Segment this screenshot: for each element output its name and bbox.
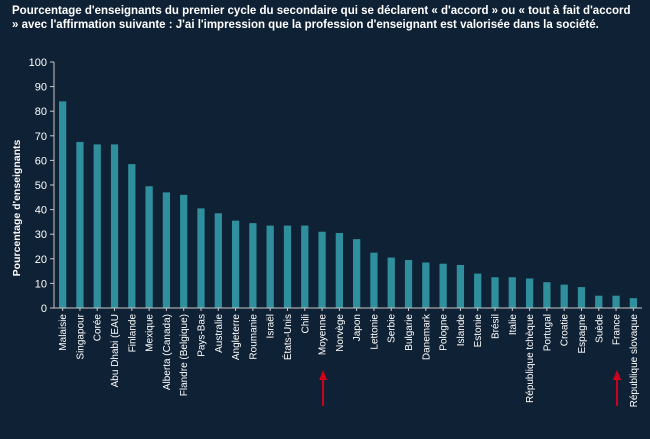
y-tick-label: 30 bbox=[35, 229, 47, 241]
highlight-markers bbox=[319, 370, 622, 406]
bar bbox=[508, 277, 516, 308]
bar bbox=[491, 277, 499, 308]
bar bbox=[231, 220, 240, 308]
x-tick-label: Espagne bbox=[577, 314, 588, 354]
x-tick-label: Malaisie bbox=[58, 314, 69, 351]
bar bbox=[162, 192, 171, 308]
bar bbox=[629, 298, 637, 308]
x-tick-label: Chili bbox=[300, 314, 311, 333]
x-tick-label: États-Unis bbox=[281, 314, 294, 360]
bar bbox=[335, 232, 343, 308]
bar bbox=[387, 257, 395, 308]
x-tick-label: Lettonie bbox=[369, 314, 380, 350]
x-tick-label: Serbie bbox=[387, 314, 398, 343]
x-tick-label: Mexique bbox=[145, 314, 156, 352]
x-tick-label: Australie bbox=[214, 314, 225, 353]
x-tick-label: Estonie bbox=[473, 314, 484, 348]
bar bbox=[180, 194, 188, 308]
x-tick-label: Islande bbox=[456, 314, 467, 347]
y-axis: 0 10 20 30 40 50 60 70 80 90 100 bbox=[29, 57, 55, 315]
bar bbox=[560, 284, 568, 308]
bar bbox=[266, 225, 274, 308]
y-tick-label: 10 bbox=[35, 278, 47, 290]
highlight-arrow-head bbox=[319, 370, 328, 380]
x-tick-label: Danemark bbox=[421, 313, 432, 360]
bar bbox=[197, 208, 205, 308]
bar bbox=[404, 260, 413, 308]
x-tick-label: Croatie bbox=[560, 314, 571, 347]
x-tick-label: République slovaque bbox=[629, 314, 640, 408]
bar bbox=[301, 225, 309, 308]
x-tick-label: Italie bbox=[508, 314, 519, 336]
bar bbox=[439, 263, 447, 308]
y-tick-label: 90 bbox=[35, 82, 47, 94]
x-tick-label: Norvège bbox=[335, 314, 346, 352]
x-axis: Malaisie Singapour Corée Abu Dhabi (EAU Finl… bbox=[54, 307, 642, 408]
y-tick-label: 80 bbox=[35, 106, 47, 118]
bar bbox=[474, 273, 482, 308]
x-tick-label: Suède bbox=[594, 314, 605, 343]
bar bbox=[543, 282, 551, 308]
y-tick-label: 100 bbox=[29, 57, 47, 69]
bar bbox=[283, 225, 292, 308]
y-tick-label: 40 bbox=[35, 205, 47, 217]
x-tick-label: Israël bbox=[266, 314, 277, 338]
x-tick-label: Moyenne bbox=[318, 314, 329, 356]
x-tick-label: France bbox=[612, 314, 623, 346]
bar bbox=[525, 278, 534, 308]
y-tick-label: 60 bbox=[35, 155, 47, 167]
bar bbox=[249, 223, 257, 308]
x-tick-label: Portugal bbox=[542, 314, 553, 351]
y-tick-label: 70 bbox=[35, 131, 47, 143]
bars bbox=[59, 101, 637, 308]
x-tick-label: Roumanie bbox=[248, 314, 259, 360]
x-tick-label: Flandre (Belgique) bbox=[179, 314, 190, 396]
bar bbox=[422, 262, 430, 308]
x-tick-label: Corée bbox=[93, 314, 104, 342]
x-tick-label: Finlande bbox=[127, 314, 138, 353]
bar bbox=[353, 239, 361, 308]
x-tick-label: République tchèque bbox=[525, 314, 536, 403]
bar bbox=[318, 231, 326, 308]
bar bbox=[93, 144, 101, 308]
y-tick-label: 50 bbox=[35, 180, 47, 192]
y-tick-label: 20 bbox=[35, 254, 47, 266]
highlight-arrow-head bbox=[613, 370, 622, 380]
bar bbox=[145, 186, 153, 308]
x-tick-label: Japon bbox=[352, 314, 363, 341]
bar bbox=[59, 101, 67, 308]
bar bbox=[612, 295, 620, 308]
bar bbox=[110, 144, 119, 308]
bar bbox=[456, 264, 465, 308]
bar bbox=[128, 164, 136, 308]
x-tick-label: Abu Dhabi (EAU bbox=[110, 314, 121, 387]
bar bbox=[577, 287, 586, 308]
y-axis-title: Pourcentage d'enseignants bbox=[11, 139, 23, 276]
x-tick-label: Brésil bbox=[491, 314, 502, 339]
x-tick-label: Singapour bbox=[75, 313, 86, 359]
bar bbox=[214, 213, 222, 308]
bar bbox=[595, 295, 603, 308]
chart-title: Pourcentage d'enseignants du premier cyc… bbox=[12, 5, 631, 31]
x-tick-label: Angleterre bbox=[231, 314, 242, 361]
x-tick-label: Pologne bbox=[439, 314, 450, 351]
bar bbox=[370, 252, 378, 308]
x-tick-label: Alberta (Canada) bbox=[162, 314, 173, 390]
x-tick-label: Pays-Bas bbox=[197, 314, 208, 357]
x-tick-label: Bulgarie bbox=[404, 314, 415, 351]
y-tick-label: 0 bbox=[41, 303, 47, 315]
bar bbox=[76, 141, 84, 308]
